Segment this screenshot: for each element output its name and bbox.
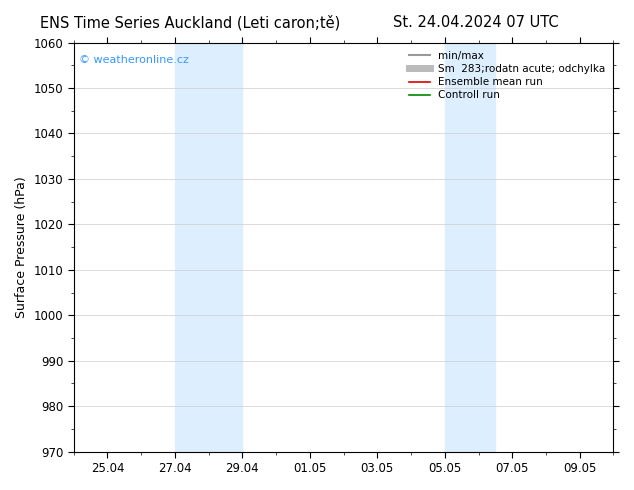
Text: © weatheronline.cz: © weatheronline.cz — [79, 55, 189, 65]
Bar — [445, 43, 495, 452]
Legend: min/max, Sm  283;rodatn acute; odchylka, Ensemble mean run, Controll run: min/max, Sm 283;rodatn acute; odchylka, … — [406, 48, 608, 103]
Text: ENS Time Series Auckland (Leti caron;tě): ENS Time Series Auckland (Leti caron;tě) — [40, 15, 340, 30]
Y-axis label: Surface Pressure (hPa): Surface Pressure (hPa) — [15, 176, 28, 318]
Text: St. 24.04.2024 07 UTC: St. 24.04.2024 07 UTC — [392, 15, 559, 30]
Bar — [175, 43, 242, 452]
